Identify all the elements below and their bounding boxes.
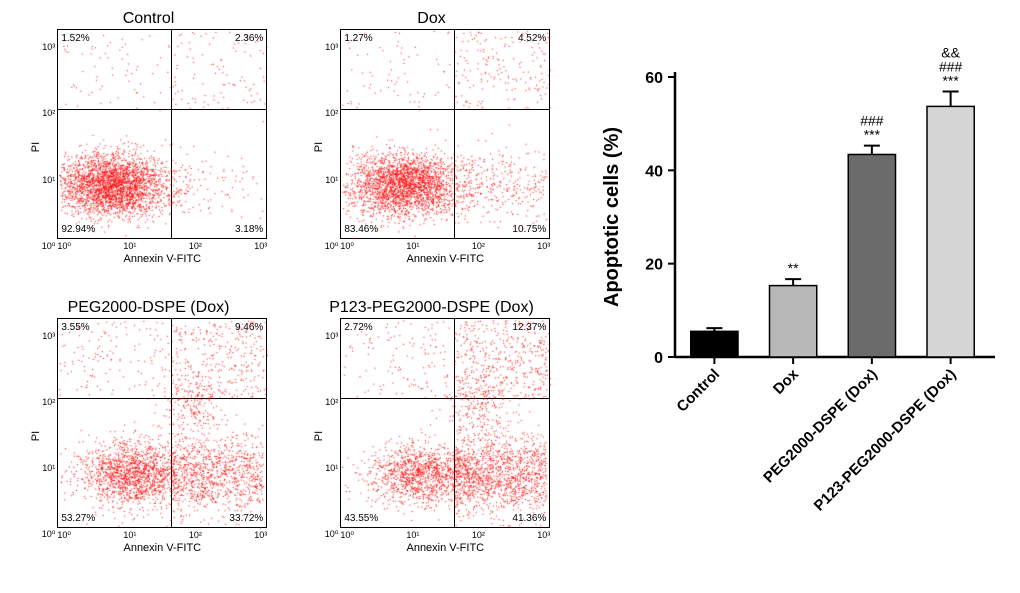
x-axis-label: Annexin V-FITC [406, 253, 484, 265]
y-tick-label: 20 [645, 256, 663, 273]
significance-label: ** [788, 260, 799, 276]
y-axis-label: PI [313, 430, 325, 442]
significance-label: ### [860, 112, 884, 128]
y-ticks: 10³10²10¹10⁰ [42, 42, 56, 252]
x-ticks: 10⁰10¹10²10³ [57, 241, 267, 252]
category-label: Control [673, 365, 723, 415]
scatter-dots [58, 30, 268, 240]
y-tick-label: 0 [654, 350, 663, 367]
y-axis-label: Apoptotic cells (%) [601, 126, 623, 306]
y-axis-label: PI [313, 141, 325, 153]
panel-title: PEG2000-DSPE (Dox) [68, 299, 230, 317]
scatter-panel: P123-PEG2000-DSPE (Dox) PI10³10²10¹10⁰2.7… [293, 299, 570, 584]
significance-label: *** [864, 126, 881, 142]
y-ticks: 10³10²10¹10⁰ [42, 331, 56, 541]
bar [927, 106, 974, 357]
scatter-dots [341, 30, 551, 240]
bar [848, 154, 895, 357]
plot-area: 1.27%4.52%83.46%10.75% [340, 29, 550, 239]
y-tick-label: 60 [645, 70, 663, 87]
y-axis-label: PI [30, 430, 42, 442]
panel-title: Control [123, 10, 175, 28]
x-ticks: 10⁰10¹10²10³ [57, 530, 267, 541]
y-tick-label: 40 [645, 163, 663, 180]
scatter-dots [341, 319, 551, 529]
x-axis-label: Annexin V-FITC [406, 542, 484, 554]
significance-label: ### [939, 58, 963, 74]
scatter-dots [58, 319, 268, 529]
panel-title: Dox [417, 10, 445, 28]
y-axis-label: PI [30, 141, 42, 153]
bar-chart-container: 0204060Apoptotic cells (%)ControlDox**PE… [570, 10, 1010, 583]
category-label: P123-PEG2000-DSPE (Dox) [811, 365, 960, 514]
plot-area: 1.52%2.36%92.94%3.18% [57, 29, 267, 239]
y-ticks: 10³10²10¹10⁰ [325, 42, 339, 252]
plot-area: 2.72%12.37%43.55%41.36% [340, 318, 550, 528]
x-ticks: 10⁰10¹10²10³ [340, 241, 550, 252]
x-axis-label: Annexin V-FITC [123, 542, 201, 554]
category-label: Dox [770, 365, 803, 398]
significance-label: && [941, 44, 960, 60]
bar-chart: 0204060Apoptotic cells (%)ControlDox**PE… [590, 37, 1010, 557]
bar [770, 285, 817, 356]
plot-area: 3.55%9.46%53.27%33.72% [57, 318, 267, 528]
scatter-panel: Dox PI10³10²10¹10⁰1.27%4.52%83.46%10.75% 1… [293, 10, 570, 295]
panel-title: P123-PEG2000-DSPE (Dox) [329, 299, 534, 317]
x-axis-label: Annexin V-FITC [123, 253, 201, 265]
y-ticks: 10³10²10¹10⁰ [325, 331, 339, 541]
significance-label: *** [942, 72, 959, 88]
scatter-panel: Control PI10³10²10¹10⁰1.52%2.36%92.94%3.1… [10, 10, 287, 295]
x-ticks: 10⁰10¹10²10³ [340, 530, 550, 541]
scatter-panel: PEG2000-DSPE (Dox) PI10³10²10¹10⁰3.55%9.4… [10, 299, 287, 584]
bar [691, 331, 738, 357]
scatter-grid: ControlPI10³10²10¹10⁰1.52%2.36%92.94%3.1… [10, 10, 570, 583]
